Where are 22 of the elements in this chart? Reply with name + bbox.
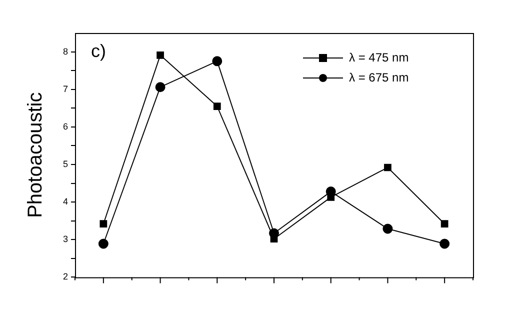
y-axis-title: Photoacoustic [24, 92, 47, 218]
point [440, 220, 448, 228]
legend-label: λ = 475 nm [349, 50, 409, 64]
annotation: c) [91, 40, 106, 61]
point [440, 238, 450, 249]
point [156, 51, 164, 59]
point [384, 164, 392, 172]
y-tick-label: 7 [62, 84, 68, 94]
y-tick-label: 5 [62, 158, 68, 169]
point [155, 82, 166, 92]
y-tick-label: 4 [62, 196, 68, 207]
point [212, 56, 222, 66]
y-tick-label: 2 [62, 272, 68, 282]
y-tick-label: 6 [62, 121, 68, 132]
y-tick-label: 8 [62, 46, 68, 56]
legend-label: λ = 675 nm [349, 70, 409, 84]
y-tick-label: 3 [62, 234, 68, 244]
point [270, 235, 278, 243]
point [382, 224, 393, 234]
point [98, 238, 108, 249]
point [213, 102, 221, 110]
point [100, 220, 108, 228]
